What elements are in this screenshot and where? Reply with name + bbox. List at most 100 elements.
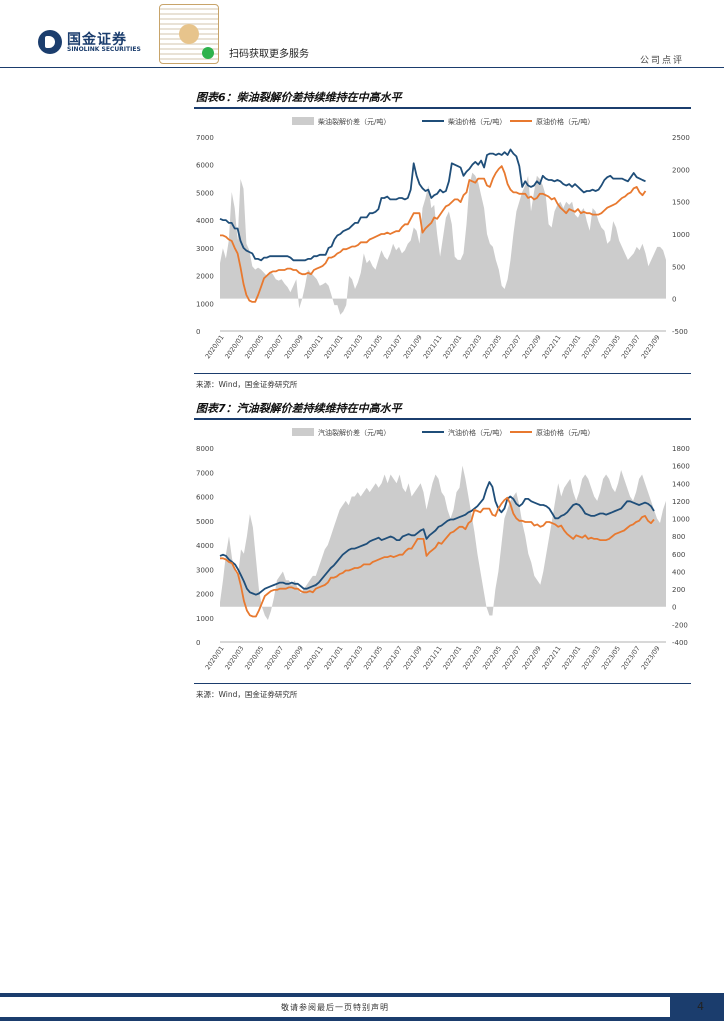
company-logo: 国金证券 SINOLINK SECURITIES — [38, 30, 143, 56]
y-right-tick-label: 1600 — [672, 463, 690, 471]
x-tick-label: 2020/03 — [223, 645, 245, 672]
figure-7-top-rule — [194, 418, 691, 420]
x-tick-label: 2021/01 — [322, 645, 344, 672]
y-right-tick-label: 400 — [672, 568, 685, 576]
x-tick-label: 2022/07 — [501, 645, 523, 672]
x-tick-label: 2023/07 — [620, 334, 642, 361]
x-tick-label: 2020/07 — [263, 334, 285, 361]
y-left-tick-label: 0 — [196, 639, 200, 647]
y-right-tick-label: 0 — [672, 604, 676, 612]
y-right-tick-label: -500 — [672, 328, 688, 336]
qr-caption: 扫码获取更多服务 — [229, 49, 309, 60]
footer-panel — [0, 997, 670, 1017]
y-left-tick-label: 6000 — [196, 494, 214, 502]
legend-label-1: 柴油价格（元/吨） — [448, 117, 506, 126]
x-tick-label: 2022/09 — [521, 645, 543, 672]
y-left-tick-label: 6000 — [196, 162, 214, 170]
x-tick-label: 2023/09 — [640, 334, 662, 361]
y-left-tick-label: 0 — [196, 328, 200, 336]
y-right-tick-label: 600 — [672, 551, 685, 559]
x-tick-label: 2021/05 — [362, 645, 384, 672]
series-line-1 — [219, 148, 646, 262]
y-left-tick-label: 5000 — [196, 518, 214, 526]
y-left-tick-label: 4000 — [196, 217, 214, 225]
x-tick-label: 2022/11 — [540, 645, 562, 672]
y-left-tick-label: 8000 — [196, 445, 214, 453]
figure-6-source: 来源：Wind，国金证券研究所 — [196, 380, 298, 389]
logo-name-en: SINOLINK SECURITIES — [67, 46, 141, 53]
series-line-1 — [219, 481, 655, 596]
x-tick-label: 2023/03 — [580, 645, 602, 672]
x-tick-label: 2020/09 — [283, 645, 305, 672]
y-right-tick-label: 1500 — [672, 199, 690, 207]
y-right-tick-label: 1000 — [672, 516, 690, 524]
x-tick-label: 2020/07 — [263, 645, 285, 672]
wechat-badge-icon — [202, 47, 214, 59]
legend-swatch-0 — [292, 117, 314, 125]
x-tick-label: 2021/03 — [342, 334, 364, 361]
x-tick-label: 2023/05 — [600, 645, 622, 672]
y-left-tick-label: 2000 — [196, 273, 214, 281]
y-right-tick-label: 0 — [672, 296, 676, 304]
header-divider — [0, 67, 724, 68]
figure-7-source: 来源：Wind，国金证券研究所 — [196, 690, 298, 699]
y-left-tick-label: 7000 — [196, 469, 214, 477]
x-tick-label: 2023/05 — [600, 334, 622, 361]
x-tick-label: 2020/05 — [243, 334, 265, 361]
x-tick-label: 2021/07 — [382, 645, 404, 672]
y-right-tick-label: 800 — [672, 533, 685, 541]
y-left-tick-label: 7000 — [196, 134, 214, 142]
y-left-tick-label: 4000 — [196, 542, 214, 550]
legend-label-0: 汽油裂解价差（元/吨） — [318, 428, 390, 437]
x-tick-label: 2020/01 — [204, 645, 226, 672]
figure-7-chart: 汽油裂解价差（元/吨） 汽油价格（元/吨） 原油价格（元/吨）01000200030… — [196, 428, 690, 672]
x-tick-label: 2021/05 — [362, 334, 384, 361]
x-tick-label: 2023/07 — [620, 645, 642, 672]
y-left-tick-label: 1000 — [196, 300, 214, 308]
x-tick-label: 2021/03 — [342, 645, 364, 672]
y-left-tick-label: 3000 — [196, 566, 214, 574]
series-area-0 — [220, 172, 666, 315]
legend-swatch-0 — [292, 428, 314, 436]
figure-6-bottom-rule — [194, 373, 691, 374]
x-tick-label: 2021/11 — [422, 645, 444, 672]
qr-center-emblem — [179, 24, 199, 44]
y-right-tick-label: 2500 — [672, 134, 690, 142]
y-right-tick-label: 1200 — [672, 498, 690, 506]
qr-code-icon[interactable] — [159, 4, 219, 64]
page-header: 国金证券 SINOLINK SECURITIES 扫码获取更多服务 公司点评 — [0, 0, 724, 68]
x-tick-label: 2022/05 — [481, 645, 503, 672]
y-left-tick-label: 5000 — [196, 189, 214, 197]
y-left-tick-label: 3000 — [196, 245, 214, 253]
x-tick-label: 2021/09 — [402, 334, 424, 361]
x-tick-label: 2021/09 — [402, 645, 424, 672]
x-tick-label: 2022/03 — [461, 645, 483, 672]
x-tick-label: 2023/03 — [580, 334, 602, 361]
figure-7-bottom-rule — [194, 683, 691, 684]
x-tick-label: 2021/11 — [422, 334, 444, 361]
legend-label-1: 汽油价格（元/吨） — [448, 428, 506, 437]
y-left-tick-label: 2000 — [196, 591, 214, 599]
x-tick-label: 2021/01 — [322, 334, 344, 361]
y-right-tick-label: 200 — [672, 586, 685, 594]
x-tick-label: 2022/07 — [501, 334, 523, 361]
x-tick-label: 2023/09 — [640, 645, 662, 672]
x-tick-label: 2023/01 — [560, 645, 582, 672]
legend-label-2: 原油价格（元/吨） — [536, 428, 594, 437]
y-right-tick-label: -200 — [672, 621, 688, 629]
legend-label-0: 柴油裂解价差（元/吨） — [318, 117, 390, 126]
figure-6-title: 图表6：柴油裂解价差持续维持在中高水平 — [196, 91, 402, 104]
x-tick-label: 2022/05 — [481, 334, 503, 361]
series-line-2 — [220, 496, 655, 618]
x-tick-label: 2021/07 — [382, 334, 404, 361]
x-tick-label: 2023/01 — [560, 334, 582, 361]
x-tick-label: 2022/09 — [521, 334, 543, 361]
report-type-label: 公司点评 — [640, 56, 685, 66]
x-tick-label: 2020/11 — [303, 645, 325, 672]
y-right-tick-label: -400 — [672, 639, 688, 647]
page-number: 4 — [697, 1000, 704, 1013]
x-tick-label: 2022/03 — [461, 334, 483, 361]
figure-6-chart: 柴油裂解价差（元/吨） 柴油价格（元/吨） 原油价格（元/吨） 0 1000 2000 30… — [196, 117, 690, 361]
figure-6-top-rule — [194, 107, 691, 109]
y-right-tick-label: 1800 — [672, 445, 690, 453]
